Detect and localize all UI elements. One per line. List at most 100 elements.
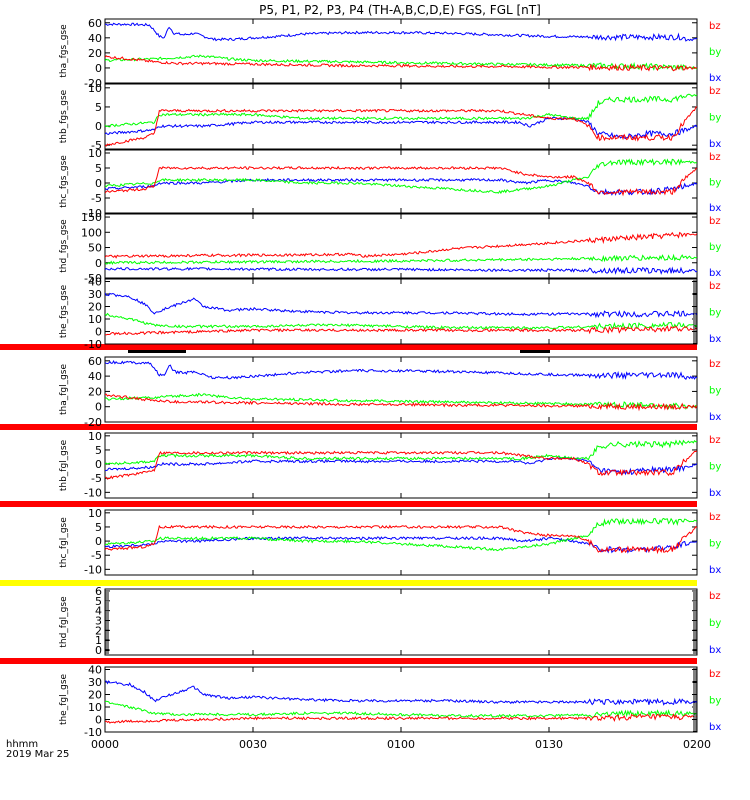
legend-bx: bx: [709, 73, 721, 84]
series-bz: [105, 165, 697, 197]
y-tick-label: 0: [95, 177, 102, 190]
y-tick-label: 10: [88, 507, 102, 520]
series-bx: [105, 680, 697, 706]
status-bar-2: [0, 424, 697, 430]
legend-bx: bx: [709, 203, 721, 214]
legend-bz: bz: [709, 591, 721, 602]
legend-bx: bx: [709, 268, 721, 279]
legend-bz: bz: [709, 359, 721, 370]
y-tick-label: -5: [91, 472, 102, 485]
legend-by: by: [709, 462, 721, 473]
x-tick-label: 0100: [387, 738, 415, 751]
y-tick-label: 5: [95, 101, 102, 114]
y-tick-label: 30: [88, 288, 102, 301]
legend-bz: bz: [709, 512, 721, 523]
legend-by: by: [709, 47, 721, 58]
panel-thc_fgs_gse: thc_fgs_gse 10 5 0 -5 -10 bz by bx: [59, 147, 721, 220]
y-tick-label: 40: [88, 370, 102, 383]
legend-bx: bx: [709, 334, 721, 345]
status-bar-1: [0, 344, 697, 350]
y-axis-label: thd_fgl_gse: [59, 596, 69, 648]
y-tick-label: 0: [95, 401, 102, 414]
x-tick-label: 0130: [535, 738, 563, 751]
series-bz: [105, 325, 697, 336]
y-tick-label: 100: [81, 226, 102, 239]
status-bar-5: [0, 658, 697, 664]
legend-by: by: [709, 696, 721, 707]
series-bx: [105, 292, 697, 319]
y-tick-label: 0: [95, 535, 102, 548]
y-tick-label: 5: [95, 444, 102, 457]
y-tick-label: 150: [81, 211, 102, 224]
series-bx: [105, 266, 697, 275]
y-tick-label: -10: [84, 207, 102, 220]
y-tick-label: 0: [95, 326, 102, 339]
y-tick-label: 0: [95, 120, 102, 133]
panel-frame: [104, 588, 698, 656]
legend-bx: bx: [709, 645, 721, 656]
legend-bz: bz: [709, 669, 721, 680]
y-tick-label: -20: [84, 416, 102, 429]
legend-bz: bz: [709, 281, 721, 292]
y-tick-label: 3: [95, 615, 102, 628]
date-label: 2019 Mar 25: [6, 749, 69, 760]
y-tick-label: 4: [95, 605, 102, 618]
series-by: [105, 700, 697, 719]
y-tick-label: -50: [84, 272, 102, 285]
series-bz: [105, 450, 697, 480]
panel-frame: [104, 149, 698, 214]
y-tick-label: 60: [88, 17, 102, 30]
panel-frame: [104, 18, 698, 84]
y-axis-label: thd_fgs_gse: [59, 219, 69, 273]
y-tick-label: 5: [95, 162, 102, 175]
y-tick-label: -5: [91, 549, 102, 562]
y-tick-label: 10: [88, 701, 102, 714]
legend-bx: bx: [709, 565, 721, 576]
panel-frame: [104, 356, 698, 423]
panel-thd_fgs_gse: thd_fgs_gse 150 100 50 0 -50 bz by bx: [59, 211, 721, 285]
series-bz: [105, 106, 697, 147]
legend-by: by: [709, 386, 721, 397]
legend-by: by: [709, 178, 721, 189]
y-tick-label: 1: [95, 634, 102, 647]
y-axis-label: tha_fgs_gse: [59, 24, 69, 78]
y-tick-label: -10: [84, 563, 102, 576]
legend-bz: bz: [709, 435, 721, 446]
series-by: [105, 312, 697, 331]
x-tick-label: 0030: [239, 738, 267, 751]
panel-frame: [104, 432, 698, 499]
x-tick-label: 0000: [91, 738, 119, 751]
y-axis-label: tha_fgl_gse: [59, 364, 69, 416]
y-axis-label: thc_fgl_gse: [59, 517, 69, 568]
series-bx: [105, 116, 697, 140]
status-bar-3: [0, 501, 697, 507]
legend-bz: bz: [709, 216, 721, 227]
legend-bz: bz: [709, 86, 721, 97]
y-axis-label: thc_fgs_gse: [59, 155, 69, 208]
y-tick-label: -10: [84, 726, 102, 739]
y-tick-label: -5: [91, 139, 102, 152]
status-bar-4: [0, 580, 697, 586]
y-axis-label: thb_fgl_gse: [59, 439, 69, 491]
series-by: [105, 93, 697, 128]
series-bz: [105, 231, 697, 259]
y-tick-label: 30: [88, 676, 102, 689]
legend-by: by: [709, 242, 721, 253]
panel-thb_fgs_gse: thb_fgs_gse 10 5 0 -5 bz by bx: [59, 82, 721, 152]
mode-bar-1: [128, 350, 186, 353]
panel-tha_fgl_gse: tha_fgl_gse 60 40 20 0 -20 bz by bx: [59, 355, 721, 429]
plot-title: P5, P1, P2, P3, P4 (TH-A,B,C,D,E) FGS, F…: [259, 3, 541, 17]
y-tick-label: 5: [95, 521, 102, 534]
mode-bar-2: [520, 350, 550, 353]
y-tick-label: 0: [95, 257, 102, 270]
y-axis-label: the_fgs_gse: [59, 284, 69, 338]
y-axis-label: thb_fgs_gse: [59, 89, 69, 143]
y-tick-label: 0: [95, 714, 102, 727]
y-tick-label: 2: [95, 624, 102, 637]
series-bx: [105, 456, 697, 476]
series-bx: [105, 360, 697, 380]
legend-bx: bx: [709, 412, 721, 423]
y-tick-label: 20: [88, 47, 102, 60]
